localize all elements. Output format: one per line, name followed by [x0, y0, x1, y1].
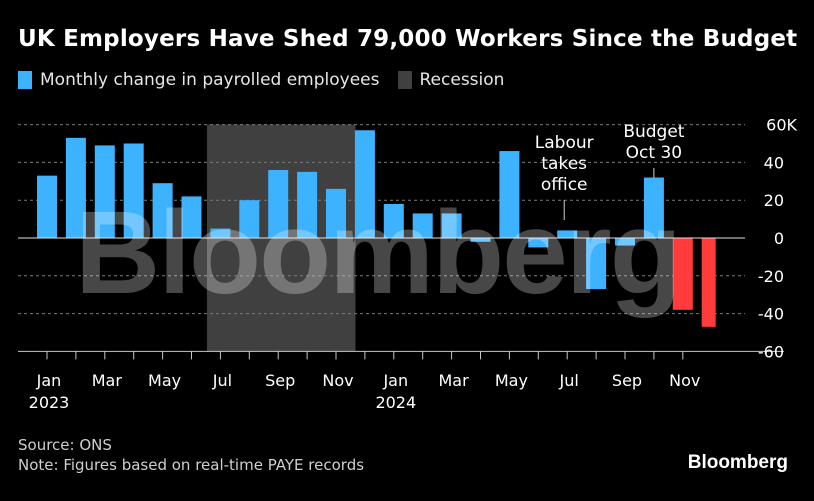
- x-tick-year-label: 2024: [375, 393, 416, 412]
- bar: [701, 238, 716, 327]
- legend-swatch-recession: [397, 71, 412, 89]
- legend-swatch-series: [18, 71, 32, 89]
- bar: [239, 200, 260, 238]
- brand-logo: Bloomberg: [687, 452, 788, 473]
- legend-item-recession: Recession: [397, 70, 505, 90]
- bar: [441, 213, 462, 238]
- source-note: Source: ONS: [18, 436, 112, 454]
- annotation-label: Oct 30: [626, 143, 682, 163]
- bar: [383, 203, 404, 238]
- x-tick-label: Sep: [265, 371, 295, 390]
- footnote: Note: Figures based on real-time PAYE re…: [18, 456, 365, 474]
- bar: [152, 183, 173, 238]
- bar: [65, 137, 86, 238]
- x-tick-label: Mar: [439, 371, 470, 390]
- y-tick-label: -40: [758, 305, 784, 324]
- chart-legend: Monthly change in payrolled employees Re…: [18, 70, 514, 90]
- annotation-label: takes: [541, 154, 587, 174]
- bar: [268, 169, 289, 238]
- bar: [672, 238, 693, 310]
- x-tick-label: May: [148, 371, 181, 390]
- x-tick-label: Jan: [382, 371, 408, 390]
- x-tick-label: Sep: [612, 371, 642, 390]
- legend-label-series: Monthly change in payrolled employees: [40, 70, 380, 90]
- chart-footer: Source: ONS Note: Figures based on real-…: [18, 435, 364, 475]
- bar: [643, 177, 664, 238]
- annotation-label: Budget: [623, 122, 684, 142]
- x-tick-label: Jul: [559, 371, 579, 390]
- annotation-label: office: [541, 175, 588, 195]
- y-tick-label: 20: [764, 191, 784, 210]
- bar: [615, 238, 635, 246]
- bar: [470, 238, 491, 242]
- x-tick-label: Nov: [322, 371, 353, 390]
- bar: [297, 171, 318, 238]
- bar: [586, 238, 607, 290]
- x-tick-label: May: [495, 371, 528, 390]
- y-tick-label: -20: [758, 267, 784, 286]
- chart-title: UK Employers Have Shed 79,000 Workers Si…: [18, 26, 798, 52]
- bar: [123, 143, 144, 238]
- bar: [326, 188, 346, 238]
- y-tick-label: -60: [758, 342, 784, 361]
- bar: [37, 175, 57, 238]
- legend-item-series: Monthly change in payrolled employees: [18, 70, 380, 90]
- y-tick-label: 60K: [766, 116, 797, 135]
- bar: [412, 213, 433, 238]
- annotation-label: Labour: [535, 133, 594, 153]
- legend-label-recession: Recession: [419, 70, 505, 90]
- bar: [557, 230, 578, 238]
- bar: [210, 228, 231, 238]
- x-tick-label: Mar: [92, 371, 123, 390]
- bar: [499, 151, 520, 238]
- bar: [181, 196, 202, 238]
- bar: [528, 238, 549, 248]
- y-tick-label: 40: [764, 153, 784, 172]
- bar: [94, 145, 115, 238]
- y-tick-label: 0: [774, 229, 784, 248]
- bar: [354, 130, 375, 238]
- x-tick-label: Jan: [36, 371, 62, 390]
- x-tick-label: Nov: [669, 371, 700, 390]
- x-tick-year-label: 2023: [29, 393, 70, 412]
- x-tick-label: Jul: [212, 371, 232, 390]
